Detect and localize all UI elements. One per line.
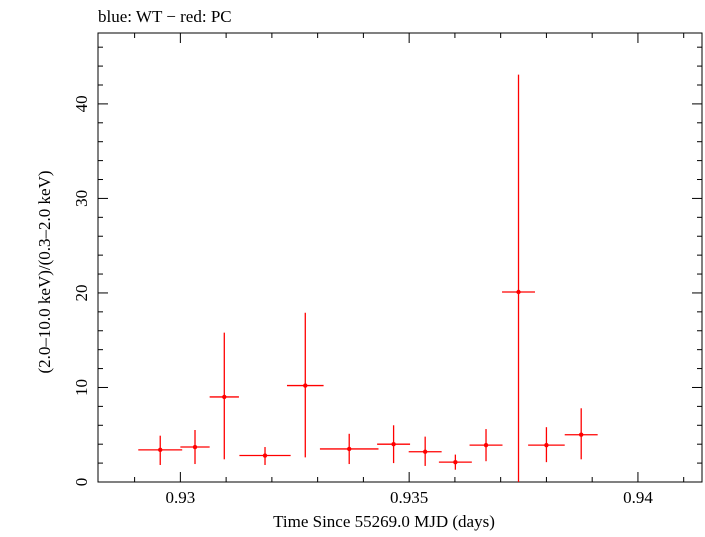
data-point xyxy=(408,436,442,466)
chart-title: blue: WT − red: PC xyxy=(98,7,232,26)
y-tick-label: 30 xyxy=(72,190,91,207)
data-point xyxy=(319,433,379,465)
data-point xyxy=(502,74,535,482)
data-point xyxy=(528,427,565,463)
data-series-pc xyxy=(138,74,598,482)
y-tick-label: 40 xyxy=(72,95,91,112)
data-marker xyxy=(579,432,584,437)
data-marker xyxy=(544,442,549,448)
data-marker xyxy=(391,441,396,447)
data-marker xyxy=(347,446,352,452)
data-point xyxy=(564,408,598,460)
x-tick-label: 0.935 xyxy=(390,488,428,507)
data-point xyxy=(209,332,239,460)
x-axis: 0.93 0.935 0.94 xyxy=(134,33,685,507)
data-marker xyxy=(262,453,268,458)
y-axis: 0 10 20 30 40 xyxy=(72,46,702,487)
data-point xyxy=(239,447,291,465)
data-point xyxy=(138,435,183,465)
x-tick-label: 0.94 xyxy=(623,488,653,507)
data-marker xyxy=(192,444,198,450)
data-point xyxy=(438,454,472,470)
data-marker xyxy=(422,449,428,454)
y-axis-label: (2.0–10.0 keV)/(0.3–2.0 keV) xyxy=(35,170,54,373)
plot-frame xyxy=(97,32,703,483)
x-axis-label: Time Since 55269.0 MJD (days) xyxy=(273,512,495,531)
y-tick-label: 0 xyxy=(72,478,91,487)
y-tick-label: 20 xyxy=(72,284,91,301)
data-marker xyxy=(453,459,458,465)
data-marker xyxy=(158,447,163,453)
data-marker xyxy=(303,383,308,388)
x-tick-label: 0.93 xyxy=(165,488,195,507)
data-point xyxy=(377,425,411,464)
data-point xyxy=(286,312,324,458)
data-point xyxy=(469,429,503,462)
data-marker xyxy=(516,289,521,295)
data-point xyxy=(180,430,210,465)
data-marker xyxy=(222,394,227,400)
data-marker xyxy=(483,442,489,448)
y-tick-label: 10 xyxy=(72,379,91,396)
